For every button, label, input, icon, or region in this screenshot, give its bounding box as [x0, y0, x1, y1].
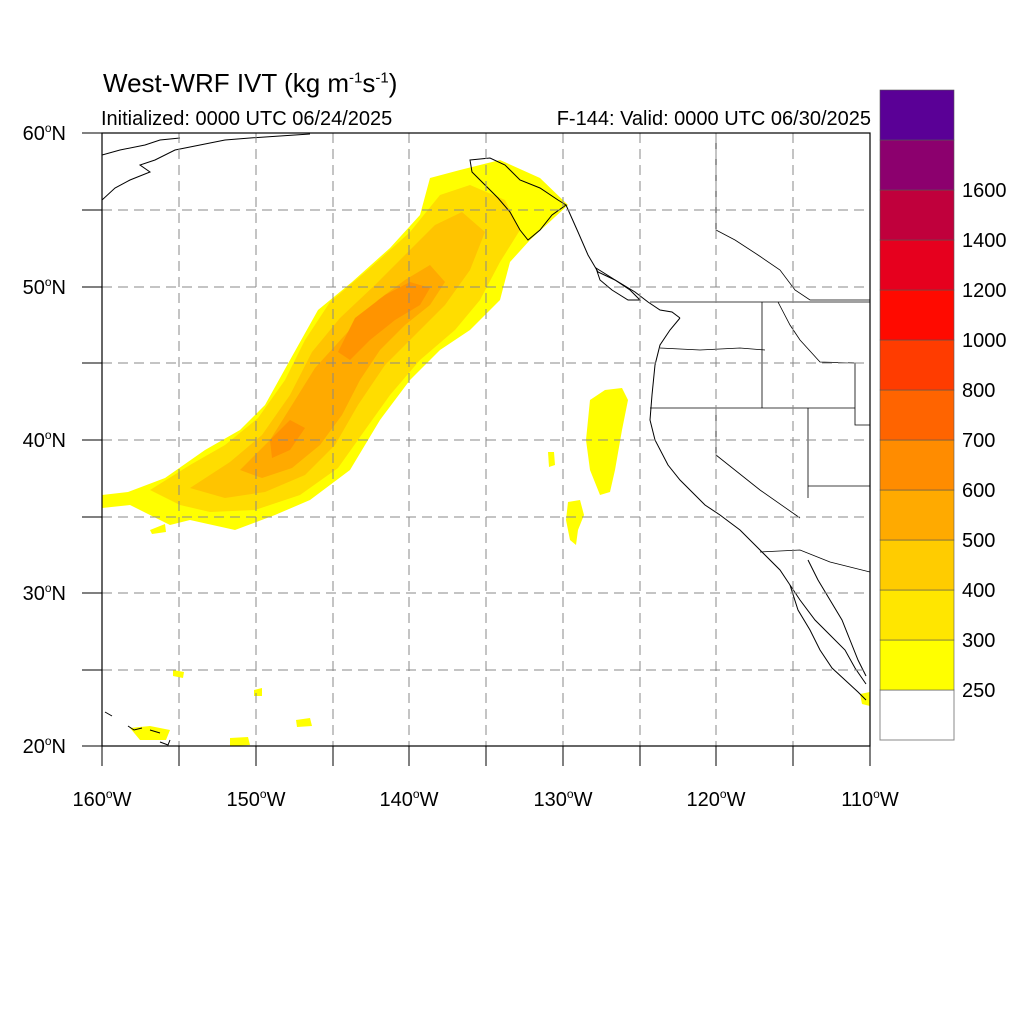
- lon-label-130: 130oW: [534, 787, 593, 811]
- graticule: [102, 133, 870, 746]
- gulf-of-california-coast: [807, 559, 867, 677]
- oregon-washington-border: [659, 347, 766, 351]
- colorbar-swatch: [879, 339, 955, 391]
- ivt-250-patch: [254, 688, 262, 696]
- colorbar-swatch: [879, 539, 955, 591]
- ivt-250-patch: [586, 388, 628, 495]
- montana-border: [777, 301, 856, 364]
- us-mexico-border: [759, 549, 870, 573]
- ivt-shading: [102, 160, 870, 746]
- map-title: West-WRF IVT (kg m-1s-1): [103, 68, 398, 98]
- colorbar-label: 250: [962, 680, 995, 702]
- ivt-250-patch: [296, 718, 312, 727]
- lon-label-160: 160oW: [73, 787, 132, 811]
- colorbar-swatch: [879, 239, 955, 291]
- colorbar-label: 300: [962, 630, 995, 652]
- colorbar-swatch-below: [879, 689, 955, 741]
- lat-label-50: 50oN: [23, 275, 66, 299]
- political-borders: [650, 133, 870, 573]
- ivt-250-patch: [566, 500, 584, 545]
- bc-coast: [565, 204, 681, 319]
- ivt-250-patch: [230, 737, 250, 746]
- initialized-label: Initialized: 0000 UTC 06/24/2025: [101, 108, 393, 130]
- ivt-250-patch: [173, 670, 184, 678]
- hawaii-islands: [104, 711, 171, 746]
- baja-coast: [789, 584, 867, 701]
- colorbar-swatch: [879, 489, 955, 541]
- latitude-labels: 20oN 30oN 40oN 50oN 60oN: [23, 121, 66, 758]
- colorbar-label: 1000: [962, 330, 1007, 352]
- colorbar-swatch: [879, 589, 955, 641]
- ivt-600-region: [338, 282, 430, 360]
- nevada-california-border: [715, 408, 801, 519]
- ivt-600-region: [270, 420, 305, 458]
- ivt-250-patch: [130, 726, 170, 740]
- colorbar-swatch: [879, 389, 955, 441]
- lon-label-110: 110oW: [841, 787, 899, 811]
- colorbar-label: 500: [962, 530, 995, 552]
- colorbar-label: 600: [962, 480, 995, 502]
- colorbar-label: 1600: [962, 180, 1007, 202]
- lon-label-140: 140oW: [380, 787, 439, 811]
- map-canvas: [102, 133, 870, 746]
- alaska-panhandle-coast: [469, 157, 567, 241]
- ivt-250-patch: [548, 452, 555, 467]
- colorbar-swatch: [879, 189, 955, 241]
- lat-label-30: 30oN: [23, 581, 66, 605]
- lat-label-20: 20oN: [23, 734, 66, 758]
- wyoming-border: [854, 363, 870, 426]
- colorbar-label: 800: [962, 380, 995, 402]
- colorbar-label: 1400: [962, 230, 1007, 252]
- alaska-canada-border: [715, 133, 870, 301]
- colorbar-label: 700: [962, 430, 995, 452]
- colorbar: [879, 89, 955, 741]
- colorbar-labels: 250 300 400 500 600 700 800 1000 1200 1400 1600: [962, 180, 1007, 702]
- lon-label-150: 150oW: [227, 787, 286, 811]
- us-west-coast: [649, 317, 867, 685]
- colorbar-label: 1200: [962, 280, 1007, 302]
- lat-label-60: 60oN: [23, 121, 66, 145]
- colorbar-swatch: [879, 639, 955, 691]
- colorbar-swatch: [879, 89, 955, 141]
- colorbar-swatch: [879, 439, 955, 491]
- coastlines: [102, 133, 867, 746]
- colorbar-label: 400: [962, 580, 995, 602]
- ivt-250-patch: [150, 524, 166, 534]
- colorbar-swatch: [879, 289, 955, 341]
- lat-label-40: 40oN: [23, 428, 66, 452]
- colorbar-swatch: [879, 139, 955, 191]
- lon-label-120: 120oW: [687, 787, 746, 811]
- axis-ticks: [82, 132, 871, 766]
- valid-time-label: F-144: Valid: 0000 UTC 06/30/2025: [556, 108, 871, 130]
- vancouver-island: [595, 266, 642, 301]
- alaska-coast: [102, 133, 311, 201]
- longitude-labels: 160oW 150oW 140oW 130oW 120oW 110oW: [73, 787, 899, 811]
